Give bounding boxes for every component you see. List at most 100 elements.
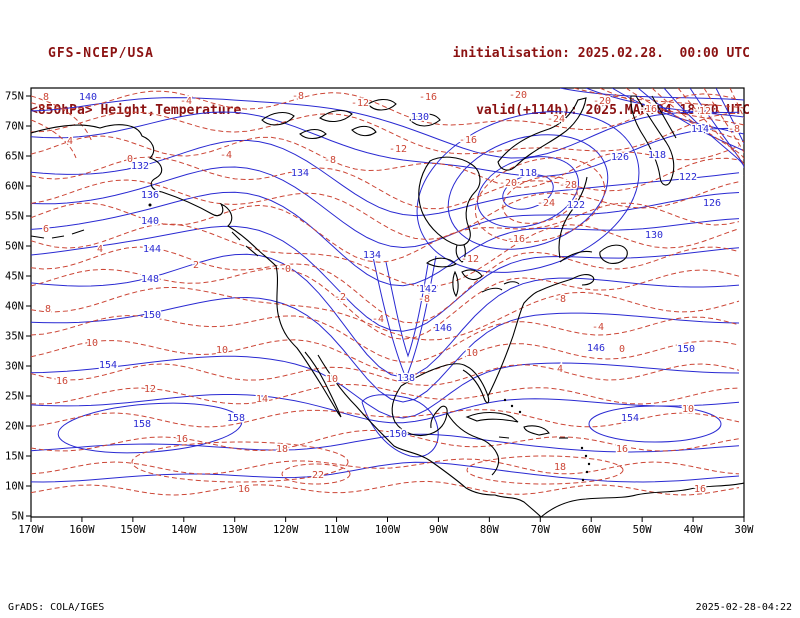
height-contour-label: 126 bbox=[703, 198, 721, 209]
lat-tick-label: 25N bbox=[5, 391, 24, 403]
height-contour-label: 144 bbox=[143, 244, 161, 255]
height-contour-label: 150 bbox=[677, 344, 695, 355]
temp-contour-label: 12 bbox=[144, 384, 156, 395]
height-contour-label: 158 bbox=[133, 419, 151, 430]
height-contour-label: 136 bbox=[141, 190, 159, 201]
lon-tick-label: 100W bbox=[375, 524, 401, 536]
lon-tick-label: 60W bbox=[582, 524, 602, 536]
grads-credit: GrADS: COLA/IGES bbox=[8, 602, 105, 613]
lat-tick-label: 65N bbox=[5, 151, 24, 163]
axis-ticks: 75N70N65N60N55N50N45N40N35N30N25N20N15N1… bbox=[5, 91, 754, 537]
height-contour-label: 146 bbox=[587, 343, 605, 354]
height-contour-label: 126 bbox=[611, 152, 629, 163]
temp-contour-label: -12 bbox=[693, 106, 711, 117]
lon-tick-label: 90W bbox=[429, 524, 449, 536]
lat-tick-label: 5N bbox=[11, 511, 24, 523]
height-contour-label: 118 bbox=[648, 150, 666, 161]
temp-contour-label: 4 bbox=[557, 364, 563, 375]
lat-tick-label: 35N bbox=[5, 331, 24, 343]
lat-tick-label: 10N bbox=[5, 481, 24, 493]
height-contour-label: 150 bbox=[389, 429, 407, 440]
height-contour-label: 122 bbox=[679, 172, 697, 183]
temp-contour-label: -8 bbox=[418, 294, 430, 305]
temp-contour-label: -12 bbox=[351, 98, 369, 109]
lon-tick-label: 130W bbox=[222, 524, 248, 536]
temperature-contours bbox=[31, 88, 744, 496]
height-contour-label: 118 bbox=[519, 168, 537, 179]
lon-tick-label: 30W bbox=[735, 524, 755, 536]
lat-tick-label: 60N bbox=[5, 181, 24, 193]
temp-contour-label: 0 bbox=[127, 154, 133, 165]
temp-contour-label: 10 bbox=[326, 374, 338, 385]
height-contour-label: 140 bbox=[79, 92, 97, 103]
lat-tick-label: 75N bbox=[5, 91, 24, 103]
temp-contour-label: 8 bbox=[45, 304, 51, 315]
lon-tick-label: 50W bbox=[633, 524, 653, 536]
temp-contour-label: -8 bbox=[292, 91, 304, 102]
temp-contour-label: -28 bbox=[559, 180, 577, 191]
temp-contour-label: -4 bbox=[180, 96, 192, 107]
temp-contour-label: 16 bbox=[56, 376, 68, 387]
height-contour-label: 150 bbox=[143, 310, 161, 321]
height-contour-label: 140 bbox=[141, 216, 159, 227]
temp-contour-label: -12 bbox=[389, 144, 407, 155]
lon-tick-label: 110W bbox=[324, 524, 350, 536]
height-contour-label: 114 bbox=[691, 124, 709, 135]
lon-tick-label: 150W bbox=[120, 524, 146, 536]
temp-contour-label: 10 bbox=[86, 338, 98, 349]
height-contour-label: 148 bbox=[141, 274, 159, 285]
temp-contour-label: 16 bbox=[616, 444, 628, 455]
height-contour-label: 142 bbox=[419, 284, 437, 295]
temp-contour-label: -8 bbox=[728, 124, 740, 135]
height-contour-label: 158 bbox=[227, 413, 245, 424]
temp-contour-label: -16 bbox=[507, 234, 525, 245]
height-contour-label: 146 bbox=[434, 323, 452, 334]
temp-contour-label: 10 bbox=[682, 404, 694, 415]
temp-contour-label: -20 bbox=[593, 96, 611, 107]
temp-contour-label: -20 bbox=[499, 178, 517, 189]
height-contour-label: 134 bbox=[363, 250, 381, 261]
temp-contour-label: 16 bbox=[694, 484, 706, 495]
temp-contour-label: -4 bbox=[220, 150, 232, 161]
coastlines bbox=[31, 95, 744, 517]
lat-tick-label: 30N bbox=[5, 361, 24, 373]
temp-contour-label: 0 bbox=[285, 264, 291, 275]
temp-contour-label: 18 bbox=[554, 462, 566, 473]
lon-tick-label: 40W bbox=[684, 524, 704, 536]
height-contour-label: 138 bbox=[397, 373, 415, 384]
temp-contour-label: -16 bbox=[459, 135, 477, 146]
temp-contour-label: -16 bbox=[419, 92, 437, 103]
lon-tick-label: 70W bbox=[531, 524, 551, 536]
temp-contour-label: 0 bbox=[619, 344, 625, 355]
lat-tick-label: 70N bbox=[5, 121, 24, 133]
temp-contour-label: 16 bbox=[176, 434, 188, 445]
temp-contour-label: -20 bbox=[509, 90, 527, 101]
lat-tick-label: 20N bbox=[5, 421, 24, 433]
temp-contour-label: 6 bbox=[43, 224, 49, 235]
temp-contour-label: -2 bbox=[334, 292, 346, 303]
temp-contour-label: -8 bbox=[554, 294, 566, 305]
temp-contour-label: 22 bbox=[312, 470, 324, 481]
lon-tick-label: 140W bbox=[171, 524, 197, 536]
height-contour-label: 130 bbox=[411, 112, 429, 123]
temp-contour-label: 10 bbox=[466, 348, 478, 359]
temp-contour-label: -8 bbox=[324, 155, 336, 166]
lat-tick-label: 40N bbox=[5, 301, 24, 313]
lat-tick-label: 15N bbox=[5, 451, 24, 463]
height-contour-label: 122 bbox=[567, 200, 585, 211]
temp-contour-label: -12 bbox=[461, 254, 479, 265]
lon-tick-label: 80W bbox=[480, 524, 500, 536]
temp-contour-label: 14 bbox=[256, 394, 268, 405]
temp-contour-label: 16 bbox=[238, 484, 250, 495]
height-contour-label: 154 bbox=[621, 413, 639, 424]
temp-contour-label: 4 bbox=[67, 136, 73, 147]
lat-tick-label: 45N bbox=[5, 271, 24, 283]
height-contour-label: 130 bbox=[645, 230, 663, 241]
lat-tick-label: 50N bbox=[5, 241, 24, 253]
temp-contour-label: 8 bbox=[43, 92, 49, 103]
lon-tick-label: 160W bbox=[69, 524, 95, 536]
height-contour-label: 132 bbox=[131, 161, 149, 172]
temp-contour-label: 18 bbox=[276, 444, 288, 455]
